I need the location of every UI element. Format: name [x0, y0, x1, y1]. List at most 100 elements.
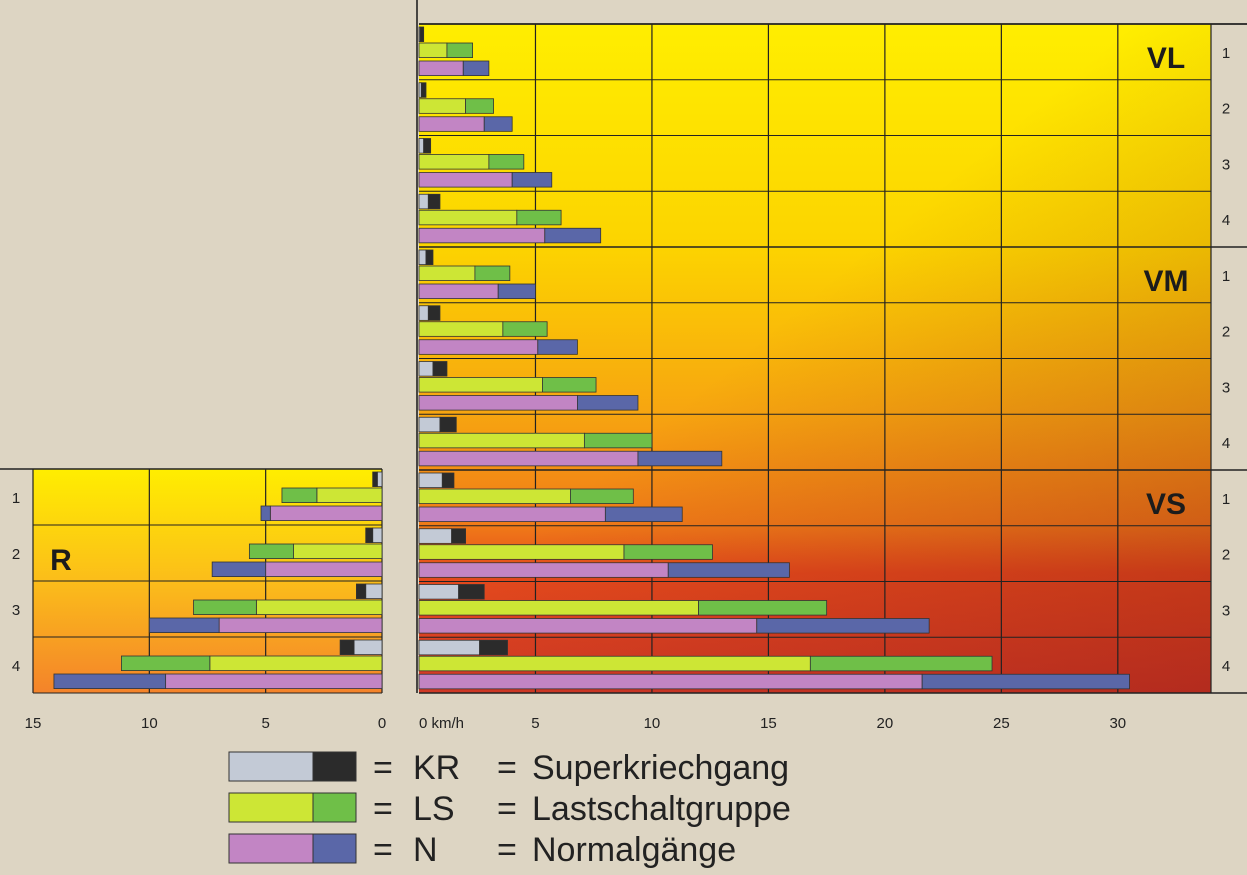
fwd-vm-gear-2-ls-bar-dark [502, 321, 548, 337]
legend-abbr-kr: KR [413, 749, 460, 787]
forward-gear-number: 4 [1222, 435, 1230, 452]
fwd-vs-gear-1-ls-bar-dark [570, 488, 634, 505]
legend-name-kr: Superkriechgang [532, 749, 789, 787]
fwd-vs-gear-3-kr-bar-light [418, 584, 459, 600]
legend-abbr-ls: LS [413, 790, 455, 828]
fwd-vs-gear-1-kr-bar-dark [441, 472, 455, 489]
fwd-vs-gear-4-ls-bar-dark [809, 655, 993, 672]
fwd-vm-gear-3-kr-bar-light [418, 361, 434, 377]
fwd-vm-gear-2-n-bar-dark [537, 339, 578, 355]
rev-gear-1-n-bar-light [269, 505, 383, 522]
fwd-vl-gear-4-kr-bar-dark [427, 193, 441, 210]
fwd-vl-gear-4-n-bar-dark [544, 227, 602, 244]
reverse-tick-label-5: 5 [261, 715, 269, 732]
fwd-vs-gear-2-kr-bar-light [418, 528, 453, 544]
forward-gear-number: 4 [1222, 212, 1230, 229]
fwd-vl-gear-4-kr-bar-light [418, 193, 429, 210]
legend-equals: = [373, 790, 393, 828]
fwd-vs-gear-3-n-bar-light [418, 618, 758, 634]
fwd-vl-gear-3-n-bar-light [418, 172, 513, 188]
fwd-vl-gear-3-ls-bar-dark [488, 154, 525, 170]
reverse-gear-number: 2 [12, 546, 20, 563]
forward-gear-number: 3 [1222, 379, 1230, 396]
forward-tick-label-30: 30 [1109, 715, 1126, 732]
fwd-vl-gear-1-n-bar-dark [462, 60, 490, 77]
fwd-vm-gear-4-n-bar-dark [637, 450, 723, 467]
rev-gear-2-kr-bar-dark [365, 527, 374, 544]
reverse-tick-label-10: 10 [141, 715, 158, 732]
rev-gear-2-ls-bar-dark [248, 543, 294, 560]
forward-gear-number: 1 [1222, 491, 1230, 508]
fwd-vs-gear-1-kr-bar-light [418, 472, 443, 489]
fwd-vl-gear-4-ls-bar-light [418, 209, 518, 226]
reverse-gear-number: 3 [12, 602, 20, 619]
fwd-vl-gear-3-n-bar-dark [511, 172, 553, 188]
fwd-vm-gear-1-kr-bar-dark [425, 249, 434, 266]
fwd-vs-gear-4-kr-bar-light [418, 639, 480, 656]
rev-gear-1-kr-bar-light [376, 471, 383, 488]
forward-group-label: VS [1146, 488, 1186, 521]
fwd-vm-gear-4-ls-bar-light [418, 432, 585, 449]
fwd-vl-gear-1-ls-bar-dark [446, 42, 473, 59]
bars [53, 26, 1130, 690]
forward-tick-label-10: 10 [644, 715, 661, 732]
fwd-vm-gear-3-kr-bar-dark [432, 361, 448, 377]
fwd-vs-gear-3-ls-bar-dark [698, 600, 828, 616]
forward-tick-label-15: 15 [760, 715, 777, 732]
fwd-vm-gear-2-kr-bar-light [418, 305, 429, 321]
fwd-vs-gear-2-n-bar-dark [667, 562, 790, 578]
fwd-vs-gear-1-n-bar-dark [604, 506, 683, 523]
fwd-vm-gear-3-n-bar-dark [577, 395, 639, 411]
rev-gear-3-kr-bar-light [365, 583, 383, 600]
forward-tick-label-5: 5 [531, 715, 539, 732]
fwd-vs-gear-4-n-bar-dark [921, 673, 1130, 690]
fwd-vm-gear-4-kr-bar-dark [439, 416, 457, 433]
forward-gear-number: 1 [1222, 268, 1230, 285]
fwd-vm-gear-1-n-bar-light [418, 283, 499, 300]
rev-gear-4-ls-bar-dark [121, 655, 211, 672]
rev-gear-4-ls-bar-light [209, 655, 383, 672]
legend-equals: = [497, 749, 517, 787]
labels: 1 2 3 4 VL 1 2 3 4 VM 1 2 3 4 VS 0 km/h 5 10 15 20 25 30 1 2 3 4 R… [12, 42, 1230, 732]
legend-equals: = [497, 831, 517, 869]
forward-gear-number: 3 [1222, 156, 1230, 173]
fwd-vs-gear-3-n-bar-dark [756, 618, 930, 634]
fwd-vl-gear-1-kr-bar-dark [419, 26, 425, 43]
legend-swatch-ls-dark [312, 792, 357, 823]
legend-abbr-n: N [413, 831, 438, 869]
forward-tick-label-25: 25 [993, 715, 1010, 732]
fwd-vs-gear-2-ls-bar-light [418, 544, 625, 560]
fwd-vl-gear-3-kr-bar-dark [423, 138, 432, 154]
fwd-vm-gear-3-ls-bar-light [418, 377, 543, 393]
fwd-vm-gear-4-n-bar-light [418, 450, 639, 467]
fwd-vl-gear-2-n-bar-dark [483, 116, 513, 132]
forward-group-label: VL [1147, 42, 1185, 75]
legend-equals: = [373, 749, 393, 787]
fwd-vl-gear-2-ls-bar-dark [465, 98, 494, 114]
rev-gear-2-ls-bar-light [293, 543, 383, 560]
forward-gear-number: 1 [1222, 45, 1230, 62]
rev-gear-4-kr-bar-light [353, 639, 383, 656]
forward-tick-label-20: 20 [877, 715, 894, 732]
fwd-vm-gear-2-kr-bar-dark [427, 305, 441, 321]
fwd-vs-gear-1-ls-bar-light [418, 488, 571, 505]
rev-gear-1-ls-bar-dark [281, 487, 318, 504]
rev-gear-1-ls-bar-light [316, 487, 383, 504]
fwd-vs-gear-3-ls-bar-light [418, 600, 699, 616]
grid-lines [0, 0, 1247, 694]
fwd-vs-gear-1-n-bar-light [418, 506, 606, 523]
legend-name-ls: Lastschaltgruppe [532, 790, 791, 828]
legend-swatch-n-light [228, 833, 314, 864]
rev-gear-3-n-bar-light [218, 617, 383, 634]
reverse-tick-label-15: 15 [25, 715, 42, 732]
fwd-vl-gear-3-kr-bar-light [418, 138, 425, 154]
fwd-vm-gear-3-n-bar-light [418, 395, 578, 411]
fwd-vm-gear-4-ls-bar-dark [583, 432, 653, 449]
fwd-vl-gear-1-n-bar-light [418, 60, 464, 77]
forward-gear-number: 4 [1222, 658, 1230, 675]
fwd-vl-gear-2-kr-bar-dark [420, 82, 427, 98]
rev-gear-1-kr-bar-dark [372, 471, 378, 488]
fwd-vl-gear-4-ls-bar-dark [516, 209, 562, 226]
legend-name-n: Normalgänge [532, 831, 736, 869]
